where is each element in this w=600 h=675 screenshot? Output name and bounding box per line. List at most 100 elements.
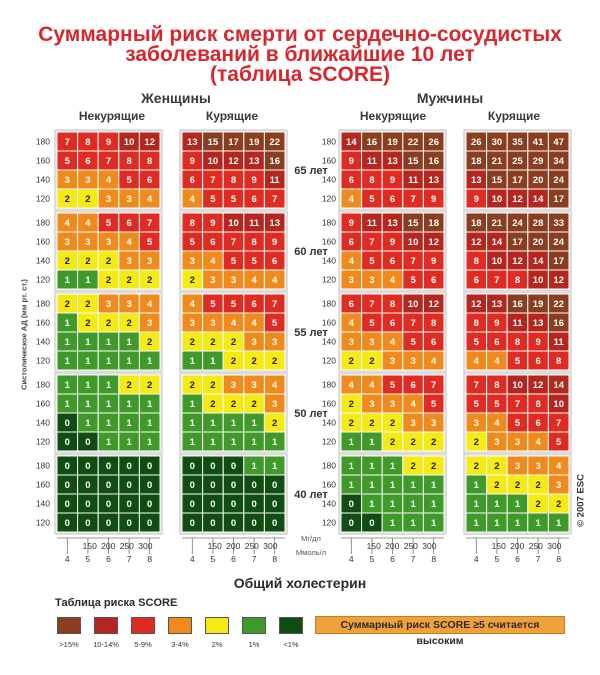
risk-value: 1 (210, 418, 216, 429)
risk-value: 3 (369, 399, 374, 410)
risk-value: 10 (408, 299, 419, 310)
risk-cell (138, 431, 161, 452)
risk-value: 22 (269, 137, 280, 148)
risk-value: 2 (431, 437, 436, 448)
risk-value: 4 (349, 318, 355, 329)
risk-value: 7 (474, 380, 479, 391)
risk-value: 4 (494, 418, 500, 429)
legend-label: 10-14% (93, 640, 119, 649)
risk-value: 4 (349, 194, 355, 205)
risk-value: 7 (494, 275, 499, 286)
risk-value: 4 (190, 194, 196, 205)
risk-value: 4 (410, 399, 416, 410)
risk-value: 11 (408, 175, 419, 186)
risk-value: 3 (369, 275, 374, 286)
risk-value: 8 (535, 399, 540, 410)
risk-value: 11 (270, 175, 281, 186)
female-nonsmoking-header: Некурящие (78, 109, 146, 123)
risk-value: 5 (231, 256, 237, 267)
risk-value: 0 (251, 499, 256, 510)
risk-value: 0 (147, 461, 152, 472)
risk-value: 2 (349, 418, 354, 429)
mmol-tick-label: 5 (370, 554, 375, 564)
risk-value: 2 (106, 256, 111, 267)
risk-value: 26 (471, 137, 482, 148)
risk-value: 21 (492, 218, 503, 229)
risk-value: 8 (515, 275, 520, 286)
risk-value: 1 (474, 480, 480, 491)
bp-tick-label: 160 (322, 399, 336, 409)
risk-value: 6 (251, 194, 256, 205)
male-header: Мужчины (416, 90, 484, 106)
risk-value: 4 (126, 237, 132, 248)
risk-value: 3 (147, 318, 152, 329)
risk-value: 16 (428, 156, 439, 167)
risk-value: 0 (85, 437, 90, 448)
risk-value: 16 (269, 156, 280, 167)
risk-value: 2 (210, 380, 215, 391)
risk-value: 8 (369, 175, 374, 186)
risk-cell (422, 512, 445, 533)
legend-swatch (131, 617, 155, 634)
risk-value: 1 (190, 437, 196, 448)
risk-value: 20 (533, 175, 544, 186)
risk-value: 2 (147, 337, 152, 348)
risk-value: 1 (349, 480, 355, 491)
risk-value: 2 (369, 418, 374, 429)
risk-value: 3 (535, 461, 540, 472)
risk-value: 3 (369, 337, 374, 348)
legend-label: 1% (248, 640, 260, 649)
risk-value: 1 (515, 499, 521, 510)
mmol-tick-label: 8 (431, 554, 436, 564)
bp-tick-label: 140 (322, 256, 336, 266)
risk-value: 18 (428, 218, 439, 229)
risk-value: 1 (106, 399, 112, 410)
risk-value: 2 (535, 499, 540, 510)
risk-value: 3 (190, 256, 195, 267)
risk-value: 1 (126, 399, 132, 410)
risk-value: 1 (494, 499, 500, 510)
risk-value: 4 (369, 380, 375, 391)
risk-value: 0 (65, 499, 70, 510)
risk-value: 1 (390, 480, 396, 491)
risk-value: 8 (431, 318, 436, 329)
chart-title-line2: заболеваний в ближайшие 10 лет (125, 43, 475, 66)
mmol-tick-label: 5 (495, 554, 500, 564)
risk-value: 3 (494, 437, 499, 448)
legend-label: >15% (59, 640, 79, 649)
risk-value: 41 (533, 137, 544, 148)
risk-value: 3 (190, 318, 195, 329)
risk-value: 25 (512, 156, 523, 167)
risk-value: 8 (231, 175, 236, 186)
risk-value: 2 (65, 299, 70, 310)
mgdl-tick-label: 150 (83, 541, 97, 551)
risk-value: 8 (474, 318, 479, 329)
risk-value: 0 (106, 480, 111, 491)
risk-value: 7 (369, 237, 374, 248)
risk-value: 3 (231, 275, 236, 286)
risk-value: 1 (126, 337, 132, 348)
risk-value: 1 (231, 418, 237, 429)
risk-value: 5 (251, 256, 257, 267)
mgdl-unit-label: Мг/дл (301, 534, 321, 543)
risk-value: 0 (210, 480, 215, 491)
risk-value: 3 (272, 337, 277, 348)
bp-tick-label: 160 (36, 237, 50, 247)
risk-value: 2 (251, 399, 256, 410)
risk-value: 3 (85, 237, 90, 248)
bp-tick-label: 180 (322, 461, 336, 471)
risk-value: 1 (410, 499, 416, 510)
risk-value: 9 (190, 156, 195, 167)
risk-value: 5 (231, 194, 237, 205)
risk-value: 5 (474, 399, 480, 410)
bp-tick-label: 180 (36, 461, 50, 471)
risk-value: 0 (251, 480, 256, 491)
risk-value: 3 (85, 175, 90, 186)
risk-cell (138, 188, 161, 209)
risk-value: 5 (190, 237, 196, 248)
risk-value: 2 (190, 275, 195, 286)
mgdl-tick-label: 250 (529, 541, 543, 551)
risk-cell (547, 431, 570, 452)
risk-value: 2 (126, 380, 131, 391)
